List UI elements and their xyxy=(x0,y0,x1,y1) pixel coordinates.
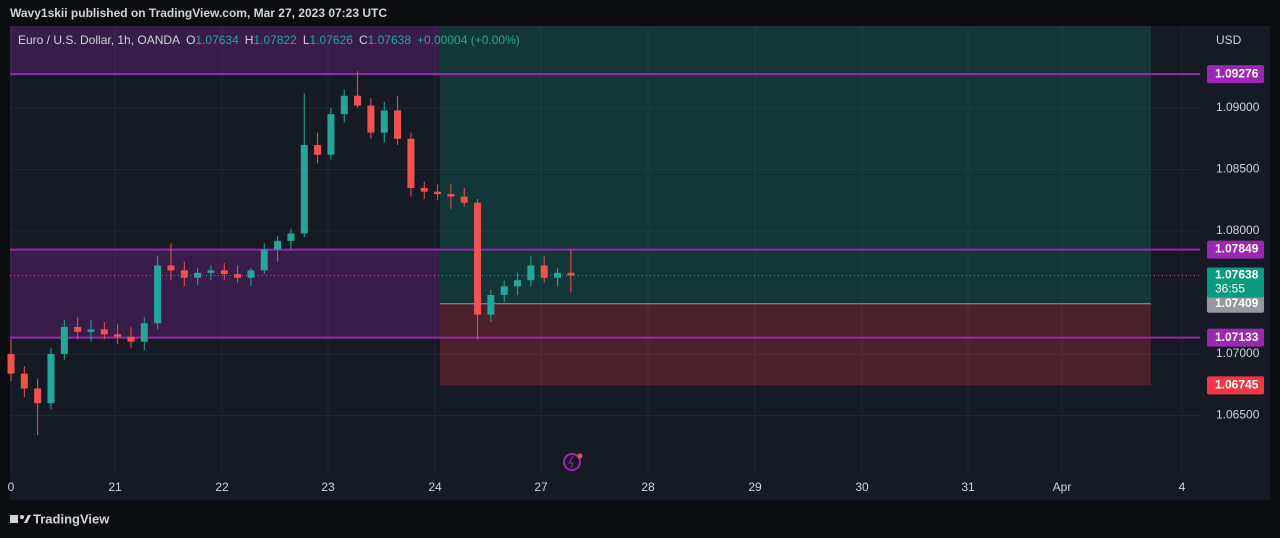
candle-body xyxy=(274,240,282,250)
candle-body xyxy=(220,270,228,275)
candle-body xyxy=(114,334,122,337)
candle-body xyxy=(300,144,308,234)
stop-label-bg xyxy=(1207,376,1264,395)
x-tick-label: 30 xyxy=(855,480,869,494)
symbol: Euro / U.S. Dollar, 1h, OANDA xyxy=(18,33,180,47)
candle-body xyxy=(420,187,428,192)
candle-body xyxy=(314,144,322,155)
high: 1.07822 xyxy=(253,33,297,47)
x-tick-label: Apr xyxy=(1053,480,1072,494)
candle-body xyxy=(100,329,108,335)
y-tick-label: 1.08000 xyxy=(1216,223,1260,237)
candle-body xyxy=(340,95,348,115)
candle-body xyxy=(514,280,522,287)
last-label: 1.07638 xyxy=(1215,268,1259,282)
candle-body xyxy=(327,114,335,155)
x-tick-label: 28 xyxy=(641,480,655,494)
last-label-bg xyxy=(1207,267,1264,298)
candle-body xyxy=(20,373,28,389)
level-label: 1.07133 xyxy=(1215,330,1259,344)
low: 1.07626 xyxy=(310,33,354,47)
candle-body xyxy=(167,265,175,271)
brand: TradingView xyxy=(33,511,110,526)
candle-body xyxy=(7,353,15,374)
y-tick-label: 1.07000 xyxy=(1216,346,1260,360)
x-tick-label: 21 xyxy=(108,480,122,494)
candle-body xyxy=(154,265,162,324)
level-label: 1.09276 xyxy=(1215,66,1259,80)
level-label-bg xyxy=(1207,240,1264,259)
x-tick-label: 22 xyxy=(215,480,229,494)
open: 1.07634 xyxy=(195,33,239,47)
candle-body xyxy=(527,265,535,281)
candle-body xyxy=(127,336,135,342)
candle-body xyxy=(460,196,468,203)
candle-body xyxy=(554,272,562,278)
candle-body xyxy=(434,191,442,195)
candle-body xyxy=(194,272,202,278)
logo xyxy=(10,515,31,523)
level-label-bg xyxy=(1207,328,1264,347)
candle-body xyxy=(367,105,375,133)
candle-body xyxy=(407,138,415,188)
candle-body xyxy=(380,110,388,133)
h-label: H xyxy=(245,33,254,47)
x-tick-label: 0 xyxy=(8,480,15,494)
currency: USD xyxy=(1216,33,1242,47)
zone xyxy=(10,249,440,338)
close: 1.07638 xyxy=(368,33,412,47)
chart-layer: 0 21 22 23 24 27 28 29 30 31 Apr 4 1.09000 1.08500 1.0… xyxy=(7,26,1264,494)
x-tick-label: 4 xyxy=(1179,480,1186,494)
o-label: O xyxy=(186,33,195,47)
candle-body xyxy=(87,329,95,332)
entry-label: 1.07409 xyxy=(1215,296,1259,310)
candle-body xyxy=(567,272,575,276)
x-tick-label: 29 xyxy=(748,480,762,494)
candle-body xyxy=(474,202,482,315)
level-label-bg xyxy=(1207,65,1264,84)
candle-body xyxy=(247,270,255,278)
level-label: 1.07849 xyxy=(1215,242,1259,256)
c-label: C xyxy=(359,33,368,47)
y-tick-label: 1.09000 xyxy=(1216,100,1260,114)
candle-body xyxy=(394,110,402,139)
candle-body xyxy=(234,274,242,278)
alert-icon[interactable] xyxy=(563,453,583,471)
stop-label: 1.06745 xyxy=(1215,378,1259,392)
candle-body xyxy=(500,286,508,295)
y-tick-label: 1.08500 xyxy=(1216,162,1260,176)
candle-body xyxy=(180,270,188,278)
x-tick-label: 31 xyxy=(961,480,975,494)
y-tick-label: 1.06500 xyxy=(1216,408,1260,422)
x-tick-label: 27 xyxy=(534,480,548,494)
candle-body xyxy=(260,249,268,271)
candle-body xyxy=(207,270,215,273)
candle-body xyxy=(47,353,55,404)
x-tick-label: 24 xyxy=(428,480,442,494)
l-label: L xyxy=(303,33,310,47)
legend: Euro / U.S. Dollar, 1h, OANDA O1.07634 H1.… xyxy=(18,33,520,47)
publisher: Wavy1skii published on TradingView.com, … xyxy=(10,6,387,20)
candle-body xyxy=(140,323,148,342)
candle-body xyxy=(487,294,495,315)
target-zone xyxy=(440,26,1151,304)
x-tick-label: 23 xyxy=(321,480,335,494)
stop-zone xyxy=(440,303,1151,386)
candle-body xyxy=(74,326,82,332)
candle-body xyxy=(354,95,362,106)
candle-body xyxy=(287,233,295,241)
candle-body xyxy=(447,194,455,197)
time-axis xyxy=(10,475,1270,500)
countdown: 36:55 xyxy=(1215,282,1245,296)
zone xyxy=(10,26,440,75)
candle-body xyxy=(34,388,42,404)
candle-body xyxy=(540,265,548,278)
entry-label-bg xyxy=(1207,294,1264,313)
candle-body xyxy=(60,326,68,354)
change: +0.00004 (+0.00%) xyxy=(417,33,520,47)
